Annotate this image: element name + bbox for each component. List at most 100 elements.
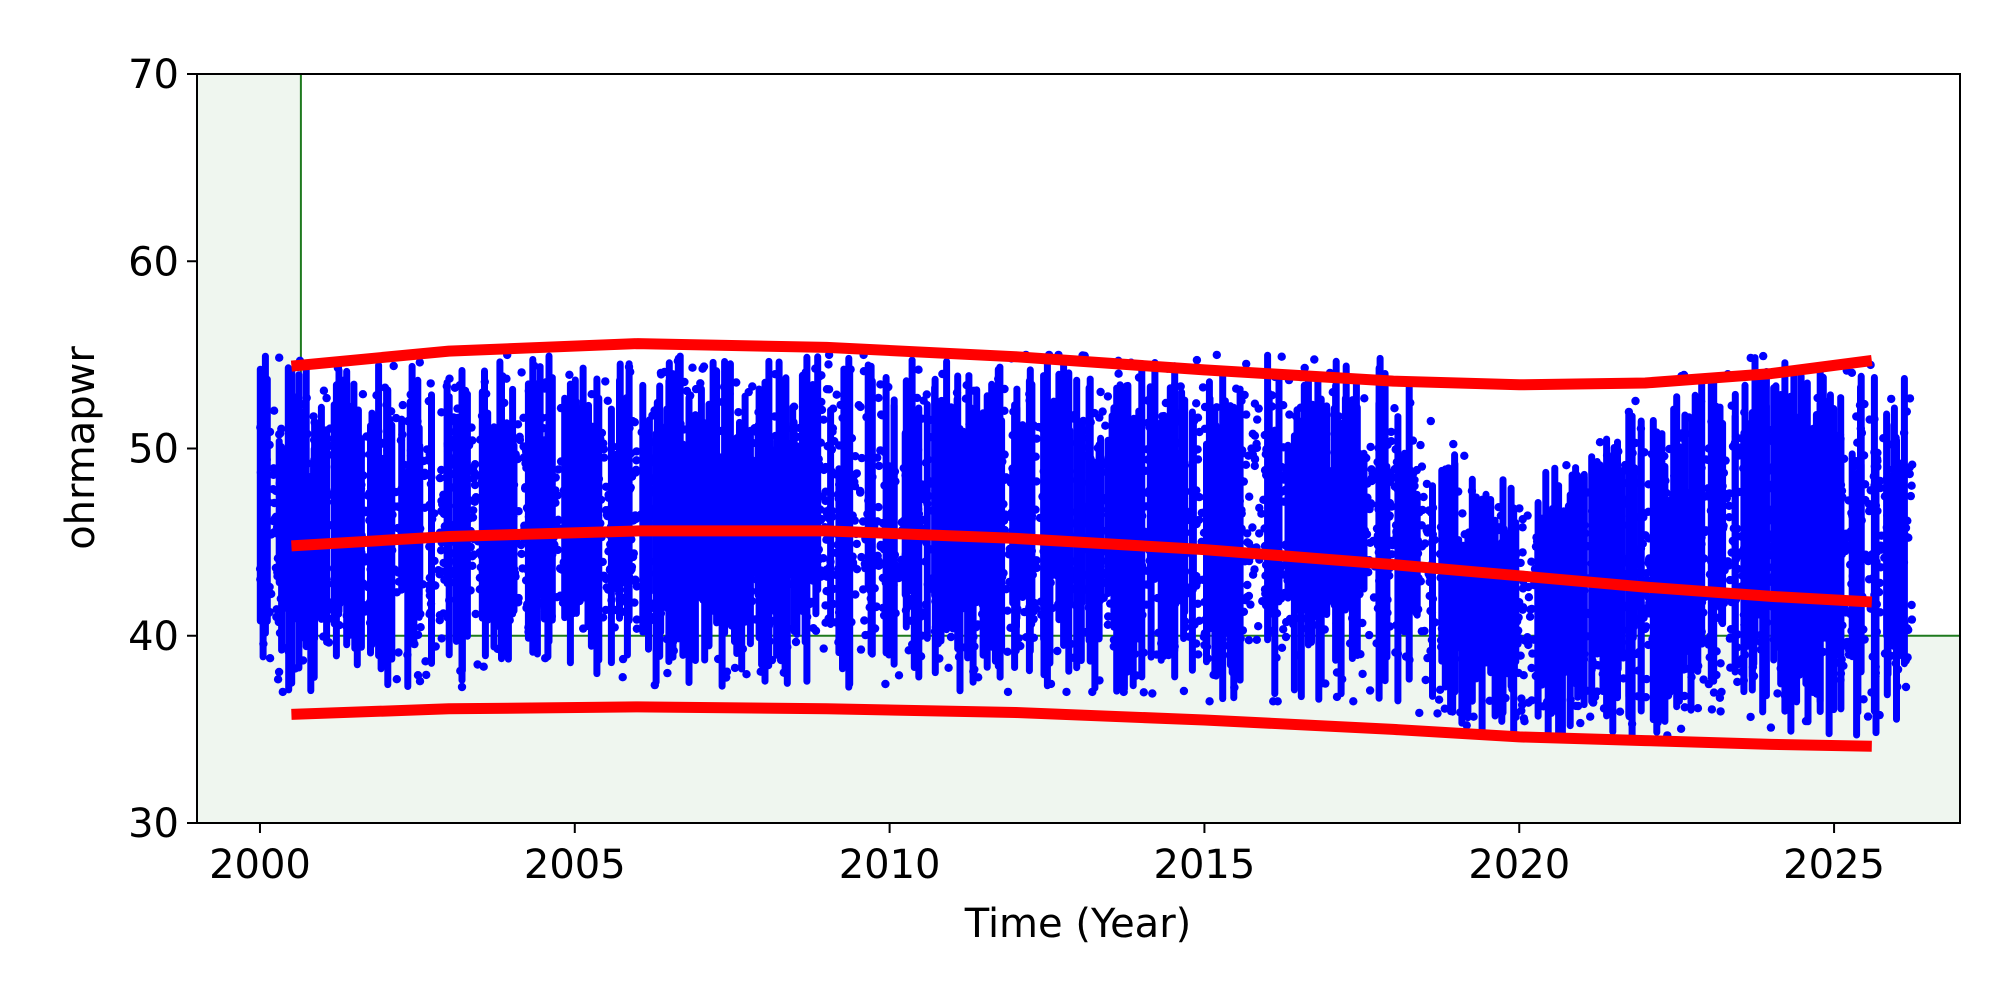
scatter-point xyxy=(450,383,460,392)
scatter-point xyxy=(1244,451,1253,460)
scatter-point xyxy=(1250,454,1260,464)
scatter-point xyxy=(437,634,446,643)
trend-line-1 xyxy=(290,338,1873,391)
scatter-point xyxy=(914,365,923,374)
scatter-point xyxy=(1518,523,1527,532)
scatter-point xyxy=(471,609,480,619)
scatter-point xyxy=(1525,612,1535,621)
scatter-point xyxy=(269,516,278,526)
scatter-point xyxy=(631,575,640,584)
scatter-point xyxy=(1244,539,1254,548)
scatter-point xyxy=(632,615,641,624)
scatter-point xyxy=(1205,697,1214,706)
scatter-point xyxy=(696,379,705,388)
scatter-point xyxy=(1248,523,1257,532)
y-tick-label: 40 xyxy=(128,614,179,660)
scatter-point xyxy=(1248,570,1258,579)
scatter-point xyxy=(856,645,866,654)
scatter-point xyxy=(1523,633,1532,642)
scatter-point xyxy=(1279,625,1288,634)
scatter-point xyxy=(322,393,331,403)
scatter-point xyxy=(274,667,284,677)
scatter-point xyxy=(1247,444,1256,453)
scatter-point xyxy=(1198,383,1208,392)
scatter-point xyxy=(435,616,444,625)
scatter-point xyxy=(1615,707,1625,716)
scatter-point xyxy=(946,632,956,642)
scatter-point xyxy=(1103,620,1113,629)
scatter-point xyxy=(1257,509,1266,518)
scatter-point xyxy=(734,408,743,417)
scatter-point xyxy=(1365,630,1374,640)
scatter-point xyxy=(1242,359,1251,369)
x-tick-label: 2005 xyxy=(524,842,626,888)
scatter-point xyxy=(413,671,423,680)
scatter-point xyxy=(1242,410,1251,419)
scatter-point xyxy=(1907,600,1916,610)
scatter-point xyxy=(1586,712,1595,721)
scatter-point xyxy=(416,623,425,632)
scatter-point xyxy=(1366,442,1375,452)
scatter-point xyxy=(437,506,446,516)
scatter-point xyxy=(421,657,430,666)
scatter-point xyxy=(436,546,446,555)
scatter-point xyxy=(1212,350,1222,360)
scatter-point xyxy=(1863,712,1873,721)
scatter-point xyxy=(269,464,278,473)
scatter-point xyxy=(944,663,953,672)
scatter-point xyxy=(1281,632,1291,642)
scatter-point xyxy=(518,564,527,573)
trend-line-3 xyxy=(291,701,1872,752)
scatter-point xyxy=(554,515,563,524)
scatter-point xyxy=(922,390,931,399)
scatter-point xyxy=(1859,695,1868,704)
y-axis: 30 40 50 60 70 xyxy=(128,52,197,847)
scatter-point xyxy=(1433,709,1442,718)
scatter-point xyxy=(319,386,329,395)
scatter-point xyxy=(1349,697,1358,706)
scatter-point xyxy=(1367,473,1377,483)
scatter-point xyxy=(603,396,612,405)
scatter-point xyxy=(1523,511,1532,520)
scatter-point xyxy=(1104,612,1113,621)
scatter-point xyxy=(1179,686,1189,696)
scatter-point xyxy=(437,408,446,417)
scatter-point xyxy=(819,465,829,475)
scatter-point xyxy=(857,552,866,562)
scatter-point xyxy=(832,390,841,399)
scatter-point xyxy=(1310,355,1319,364)
scatter-point xyxy=(277,424,286,433)
x-tick-label: 2010 xyxy=(839,842,941,888)
scatter-point xyxy=(1434,695,1444,704)
scatter-point xyxy=(819,415,828,424)
scatter-point xyxy=(824,360,833,369)
scatter-point xyxy=(1254,622,1263,631)
scatter-point xyxy=(874,502,883,512)
scatter-point xyxy=(275,353,284,362)
scatter-point xyxy=(457,682,467,692)
scatter-point xyxy=(470,497,479,506)
scatter-point xyxy=(1412,465,1422,475)
scatter-point xyxy=(1243,580,1252,590)
scatter-point xyxy=(1096,387,1105,397)
scatter-point xyxy=(389,361,398,371)
scatter-point xyxy=(1717,687,1726,697)
scatter-point xyxy=(1907,615,1917,624)
scatter-point xyxy=(1194,650,1203,659)
scatter-point xyxy=(1003,606,1012,615)
scatter-point xyxy=(1524,593,1534,602)
scatter-point xyxy=(1680,703,1690,712)
scatter-point xyxy=(1282,617,1291,627)
scatter-point xyxy=(1254,404,1263,413)
scatter-point xyxy=(1420,626,1429,636)
scatter-point xyxy=(1519,714,1529,723)
scatter-point xyxy=(852,469,861,478)
scatter-point xyxy=(791,637,801,647)
scatter-point xyxy=(517,368,526,377)
scatter-point xyxy=(742,670,751,679)
scatter-point xyxy=(1248,429,1258,438)
scatter-point xyxy=(1114,369,1123,378)
scatter-point xyxy=(1250,461,1260,471)
scatter-point xyxy=(857,453,866,463)
scatter-point xyxy=(398,400,407,410)
